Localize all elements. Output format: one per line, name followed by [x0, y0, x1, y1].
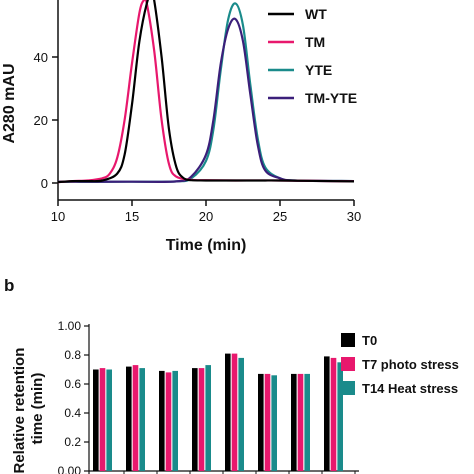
- legend-label-tm-yte: TM-YTE: [305, 90, 357, 106]
- chromatogram-y-tick-label: 20: [34, 113, 48, 128]
- bar-t0-6: [258, 373, 264, 471]
- chromatogram-y-axis-label: A280 mAU: [1, 63, 18, 143]
- retention-y-axis-label-line-2: time (min): [29, 373, 46, 445]
- retention-y-tick-label: 1.00: [58, 319, 82, 333]
- bar-t0-3: [159, 370, 165, 471]
- chromatogram-x-tick-label: 30: [347, 209, 361, 224]
- retention-y-tick-label: 0.6: [64, 377, 81, 391]
- bar-t14-heat-stress-6: [271, 375, 277, 471]
- bar-t7-photo-stress-8: [330, 357, 337, 471]
- bar-t14-heat-stress-1: [106, 369, 112, 471]
- bar-t0-2: [126, 366, 132, 471]
- bar-t7-photo-stress-2: [132, 365, 139, 471]
- chromatogram-y-tick-label: 40: [34, 50, 48, 65]
- legend-label-t7-photo-stress: T7 photo stress: [362, 357, 459, 372]
- retention-y-tick-label: 0.2: [64, 435, 81, 449]
- chromatogram-y-tick-label: 0: [41, 176, 48, 191]
- chromatogram-x-tick-label: 25: [273, 209, 287, 224]
- bar-t7-photo-stress-4: [198, 368, 205, 471]
- chromatogram-x-tick-label: 10: [51, 209, 65, 224]
- bar-t7-photo-stress-1: [99, 368, 106, 471]
- chromatogram-x-tick-label: 15: [125, 209, 139, 224]
- legend-label-wt: WT: [305, 6, 327, 22]
- bar-t7-photo-stress-6: [264, 373, 271, 471]
- bar-t7-photo-stress-3: [165, 372, 172, 471]
- bar-t0-1: [93, 369, 99, 471]
- bar-t14-heat-stress-2: [139, 368, 145, 471]
- retention-y-tick-label: 0.4: [64, 406, 81, 420]
- chromatogram-x-tick-label: 20: [199, 209, 213, 224]
- series-line-wt: [57, 0, 355, 184]
- bar-t0-8: [324, 356, 330, 471]
- bar-t0-5: [225, 353, 231, 471]
- bar-t7-photo-stress-7: [297, 373, 304, 471]
- legend-label-t0: T0: [362, 333, 377, 348]
- bar-t0-4: [192, 368, 198, 471]
- bar-t14-heat-stress-5: [238, 357, 244, 471]
- bar-t14-heat-stress-3: [172, 370, 178, 471]
- bar-t0-7: [291, 373, 297, 471]
- retention-y-tick-label: 0.8: [64, 348, 81, 362]
- bar-t7-photo-stress-5: [231, 353, 238, 471]
- legend-swatch-t14-heat-stress: [341, 381, 355, 395]
- legend-label-tm: TM: [305, 34, 325, 50]
- legend-swatch-t7-photo-stress: [341, 357, 355, 371]
- legend-label-yte: YTE: [305, 62, 332, 78]
- bar-t14-heat-stress-7: [304, 373, 310, 471]
- retention-y-axis-label-line-1: Relative retention: [11, 348, 28, 474]
- chromatogram-panel: 10 15 20 25 30 0 20 40 60 Time (min) A280 mAU W…: [1, 0, 361, 254]
- bar-t14-heat-stress-8: [337, 362, 343, 472]
- series-line-tm-yte: [57, 17, 355, 183]
- chromatogram-y-tick-label: 60: [34, 0, 48, 2]
- bar-t14-heat-stress-4: [205, 365, 211, 471]
- legend-swatch-t0: [341, 333, 355, 347]
- retention-y-tick-label: 0.00: [58, 464, 82, 474]
- retention-panel: b 0.00 0.2 0.4 0.6 0.8 1.00 Relative retentio…: [4, 276, 459, 474]
- legend-label-t14-heat-stress: T14 Heat stress: [362, 381, 458, 396]
- chromatogram-x-axis-label: Time (min): [166, 237, 247, 254]
- panel-label-b: b: [4, 276, 14, 295]
- retention-y-axis-label: Relative retention time (min): [11, 343, 46, 473]
